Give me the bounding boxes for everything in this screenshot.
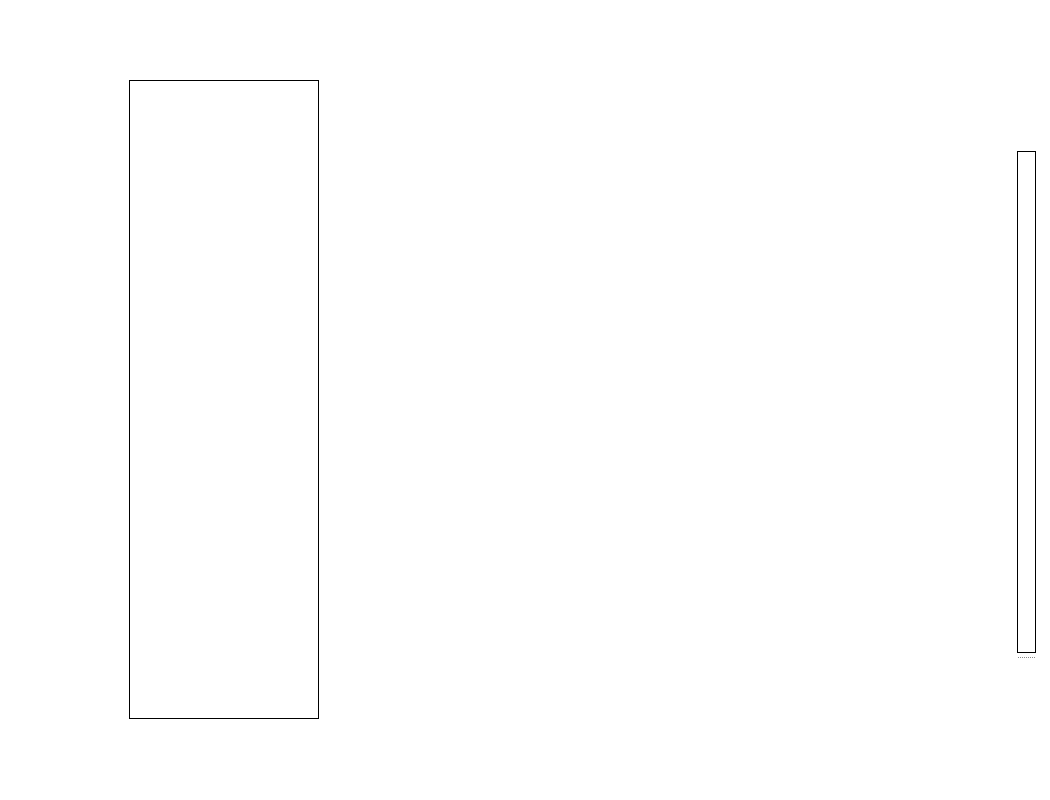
phase-waterfall-xx [129, 80, 319, 719]
colorbar [1017, 151, 1036, 653]
y-axis-label [53, 340, 73, 460]
colorbar-label [962, 322, 982, 482]
panel-title-xx [90, 56, 358, 78]
colorbar-end-dots [1018, 657, 1035, 658]
waterfall-image-xx [130, 81, 318, 718]
colorbar-gradient [1018, 152, 1035, 652]
